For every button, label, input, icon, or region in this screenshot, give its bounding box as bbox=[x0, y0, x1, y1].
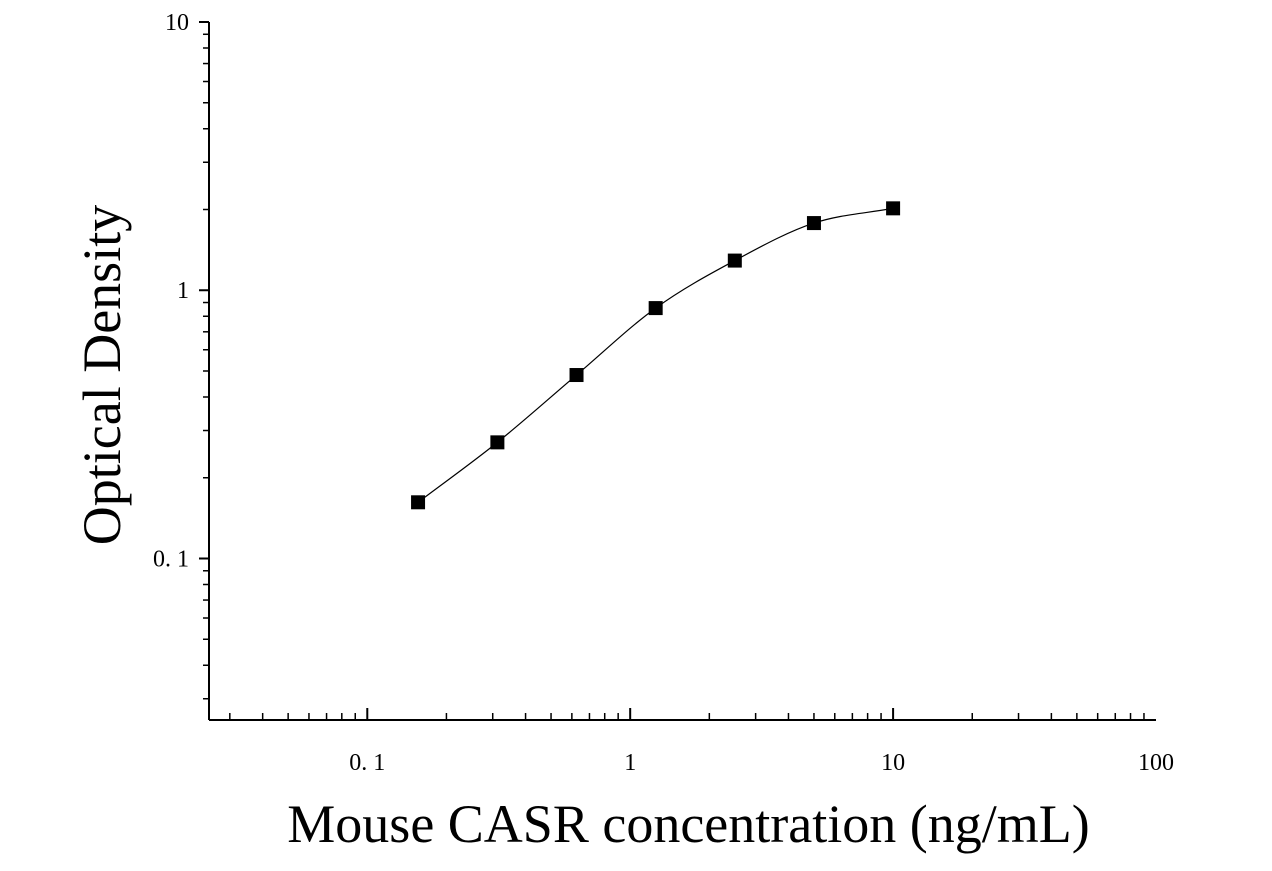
data-point bbox=[727, 253, 742, 268]
x-axis-title: Mouse CASR concentration (ng/mL) bbox=[287, 794, 1089, 854]
data-point bbox=[569, 368, 584, 383]
x-tick-label: 10 bbox=[881, 750, 905, 776]
data-point bbox=[490, 435, 505, 450]
fitted-curve bbox=[417, 207, 894, 503]
axis-ticks bbox=[199, 21, 1145, 720]
data-point bbox=[648, 301, 663, 316]
y-tick-label: 1 bbox=[177, 278, 189, 304]
x-tick-label: 0. 1 bbox=[349, 750, 385, 776]
data-point bbox=[411, 495, 426, 510]
y-axis-title: Optical Density bbox=[72, 205, 132, 545]
x-tick-label: 100 bbox=[1138, 750, 1174, 776]
y-tick-label: 10 bbox=[165, 10, 189, 36]
data-point bbox=[886, 201, 901, 216]
chart-axes bbox=[208, 22, 1156, 721]
data-points bbox=[411, 201, 901, 510]
x-tick-label: 1 bbox=[624, 750, 636, 776]
data-point bbox=[806, 216, 821, 231]
tick-labels: 0. 1 1 10 100 0. 1 1 10 bbox=[153, 10, 1174, 776]
y-tick-label: 0. 1 bbox=[153, 546, 189, 572]
